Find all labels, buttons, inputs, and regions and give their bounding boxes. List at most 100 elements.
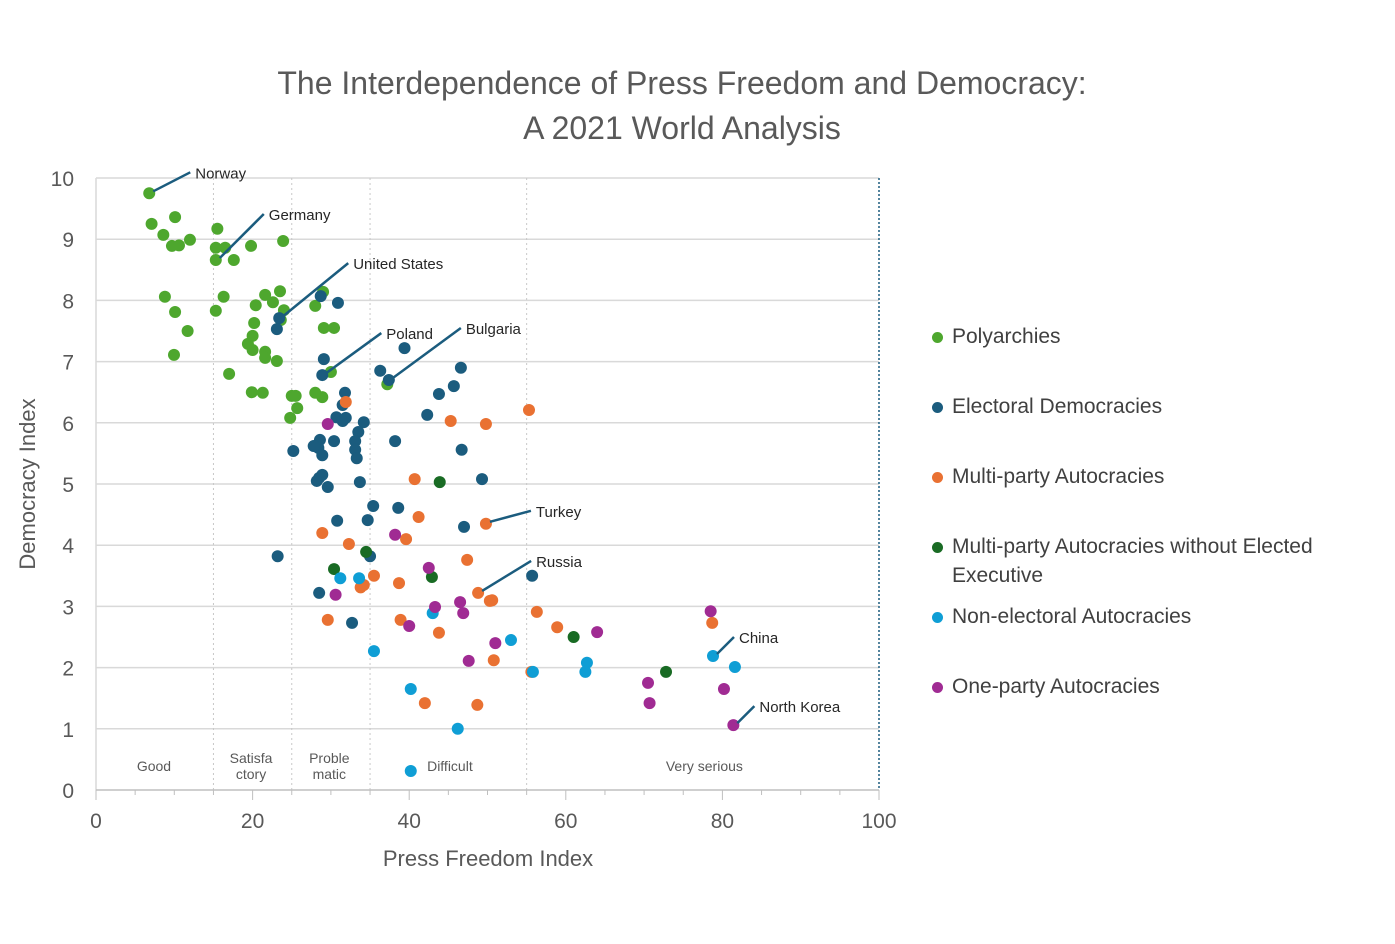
data-point-electoral-democracies xyxy=(321,481,334,494)
annotation-label: Norway xyxy=(195,165,246,182)
data-point-polyarchies xyxy=(274,285,287,298)
data-point-multi-party-autocracies xyxy=(393,577,406,590)
data-point-polyarchies xyxy=(209,304,222,317)
legend-item: Polyarchies xyxy=(930,322,1380,392)
data-point-multi-party-autocracies xyxy=(367,569,380,582)
x-tick-label: 100 xyxy=(861,810,896,833)
data-point-polyarchies xyxy=(167,348,180,361)
data-point-polyarchies xyxy=(181,325,194,337)
chart-title-line-2: A 2021 World Analysis xyxy=(523,110,841,146)
annotation-leader-line xyxy=(736,705,756,725)
y-tick-label: 5 xyxy=(62,474,74,497)
data-point-polyarchies xyxy=(246,343,259,356)
data-point-electoral-democracies xyxy=(313,586,326,599)
data-point-multi-party-autocracies xyxy=(316,526,329,539)
chart-title-line-1: The Interdependence of Press Freedom and… xyxy=(277,65,1086,101)
zone-label: Satisfa ctory xyxy=(230,750,273,782)
x-tick-label: 20 xyxy=(241,810,264,833)
y-tick-label: 0 xyxy=(62,780,74,803)
data-point-non-electoral-autocracies xyxy=(404,683,417,696)
annotation-leader-line xyxy=(218,213,265,259)
data-point-non-electoral-autocracies xyxy=(579,665,592,678)
annotation-label: Poland xyxy=(386,326,433,343)
data-point-one-party-autocracies xyxy=(321,418,334,431)
data-point-electoral-democracies xyxy=(314,290,327,303)
legend-label: Multi-party Autocracies without Elected … xyxy=(952,535,1313,587)
data-point-multi-party-autocracies xyxy=(479,418,492,431)
data-point-polyarchies xyxy=(172,239,185,252)
data-point-multi-party-autocracies xyxy=(418,697,431,710)
annotation-label: Russia xyxy=(536,554,583,571)
data-point-electoral-democracies xyxy=(270,323,283,336)
annotation-label: Bulgaria xyxy=(466,321,522,338)
data-point-polyarchies xyxy=(227,254,240,267)
data-point-multi-party-autocracies-without-elected-executive xyxy=(328,563,341,576)
data-point-multi-party-autocracies-without-elected-executive xyxy=(360,545,373,558)
data-point-electoral-democracies xyxy=(350,452,363,465)
data-point-polyarchies xyxy=(277,235,290,248)
annotation-label: Turkey xyxy=(536,504,582,521)
data-point-multi-party-autocracies xyxy=(461,553,474,566)
legend-item: Non-electoral Autocracies xyxy=(930,602,1380,672)
data-point-polyarchies xyxy=(209,254,222,267)
data-point-multi-party-autocracies xyxy=(522,403,535,416)
legend-label: One-party Autocracies xyxy=(952,675,1160,698)
data-point-multi-party-autocracies-without-elected-executive xyxy=(660,665,673,678)
data-point-one-party-autocracies xyxy=(429,601,442,614)
zone-label: Very serious xyxy=(666,758,743,774)
data-point-electoral-democracies xyxy=(287,444,300,457)
data-point-electoral-democracies xyxy=(328,435,341,448)
legend-marker xyxy=(932,402,943,413)
annotation-leader-line xyxy=(325,332,383,375)
zone-label: Proble matic xyxy=(309,750,350,782)
data-point-electoral-democracies xyxy=(339,411,352,424)
data-point-one-party-autocracies xyxy=(457,607,470,620)
data-point-polyarchies xyxy=(245,239,258,252)
data-point-electoral-democracies xyxy=(353,476,366,489)
data-point-electoral-democracies xyxy=(392,501,405,514)
data-point-multi-party-autocracies xyxy=(321,613,334,626)
data-point-one-party-autocracies xyxy=(454,596,467,609)
zone-label: Difficult xyxy=(427,758,473,774)
data-point-multi-party-autocracies xyxy=(400,533,413,546)
data-point-one-party-autocracies xyxy=(591,626,604,639)
data-point-electoral-democracies xyxy=(271,550,284,563)
data-point-multi-party-autocracies xyxy=(339,395,352,408)
legend-marker xyxy=(932,612,943,623)
data-point-polyarchies xyxy=(248,317,261,330)
data-point-polyarchies xyxy=(317,321,330,334)
data-point-electoral-democracies xyxy=(316,449,329,462)
data-point-electoral-democracies xyxy=(476,473,489,486)
data-point-non-electoral-autocracies xyxy=(580,656,593,669)
x-tick-label: 80 xyxy=(711,810,734,833)
data-point-non-electoral-autocracies xyxy=(526,665,539,678)
data-point-polyarchies xyxy=(169,211,182,224)
data-point-one-party-autocracies xyxy=(462,654,475,667)
annotation-label: China xyxy=(739,630,779,647)
data-point-polyarchies xyxy=(211,222,224,235)
y-tick-label: 8 xyxy=(62,290,74,313)
data-point-electoral-democracies xyxy=(432,388,445,401)
data-point-one-party-autocracies xyxy=(489,637,502,650)
data-point-polyarchies xyxy=(284,411,297,424)
data-point-non-electoral-autocracies xyxy=(404,765,417,778)
data-point-polyarchies xyxy=(145,217,158,230)
data-point-multi-party-autocracies xyxy=(342,537,355,550)
data-point-polyarchies xyxy=(316,391,329,404)
annotation-leader-line xyxy=(152,171,191,193)
data-point-multi-party-autocracies xyxy=(487,654,500,667)
data-point-electoral-democracies xyxy=(454,361,467,374)
data-point-electoral-democracies xyxy=(317,353,330,366)
annotation-leader-line xyxy=(481,559,532,593)
data-point-polyarchies xyxy=(309,299,322,312)
data-point-polyarchies xyxy=(183,233,196,246)
data-point-one-party-autocracies xyxy=(642,676,655,689)
data-point-polyarchies xyxy=(223,367,236,380)
data-point-electoral-democracies xyxy=(346,616,359,629)
annotation-leader-line xyxy=(716,636,735,655)
data-point-polyarchies xyxy=(289,389,302,402)
data-point-multi-party-autocracies xyxy=(471,698,484,711)
data-point-electoral-democracies xyxy=(447,380,460,393)
data-point-multi-party-autocracies xyxy=(530,605,543,618)
annotation-label: North Korea xyxy=(759,699,841,716)
